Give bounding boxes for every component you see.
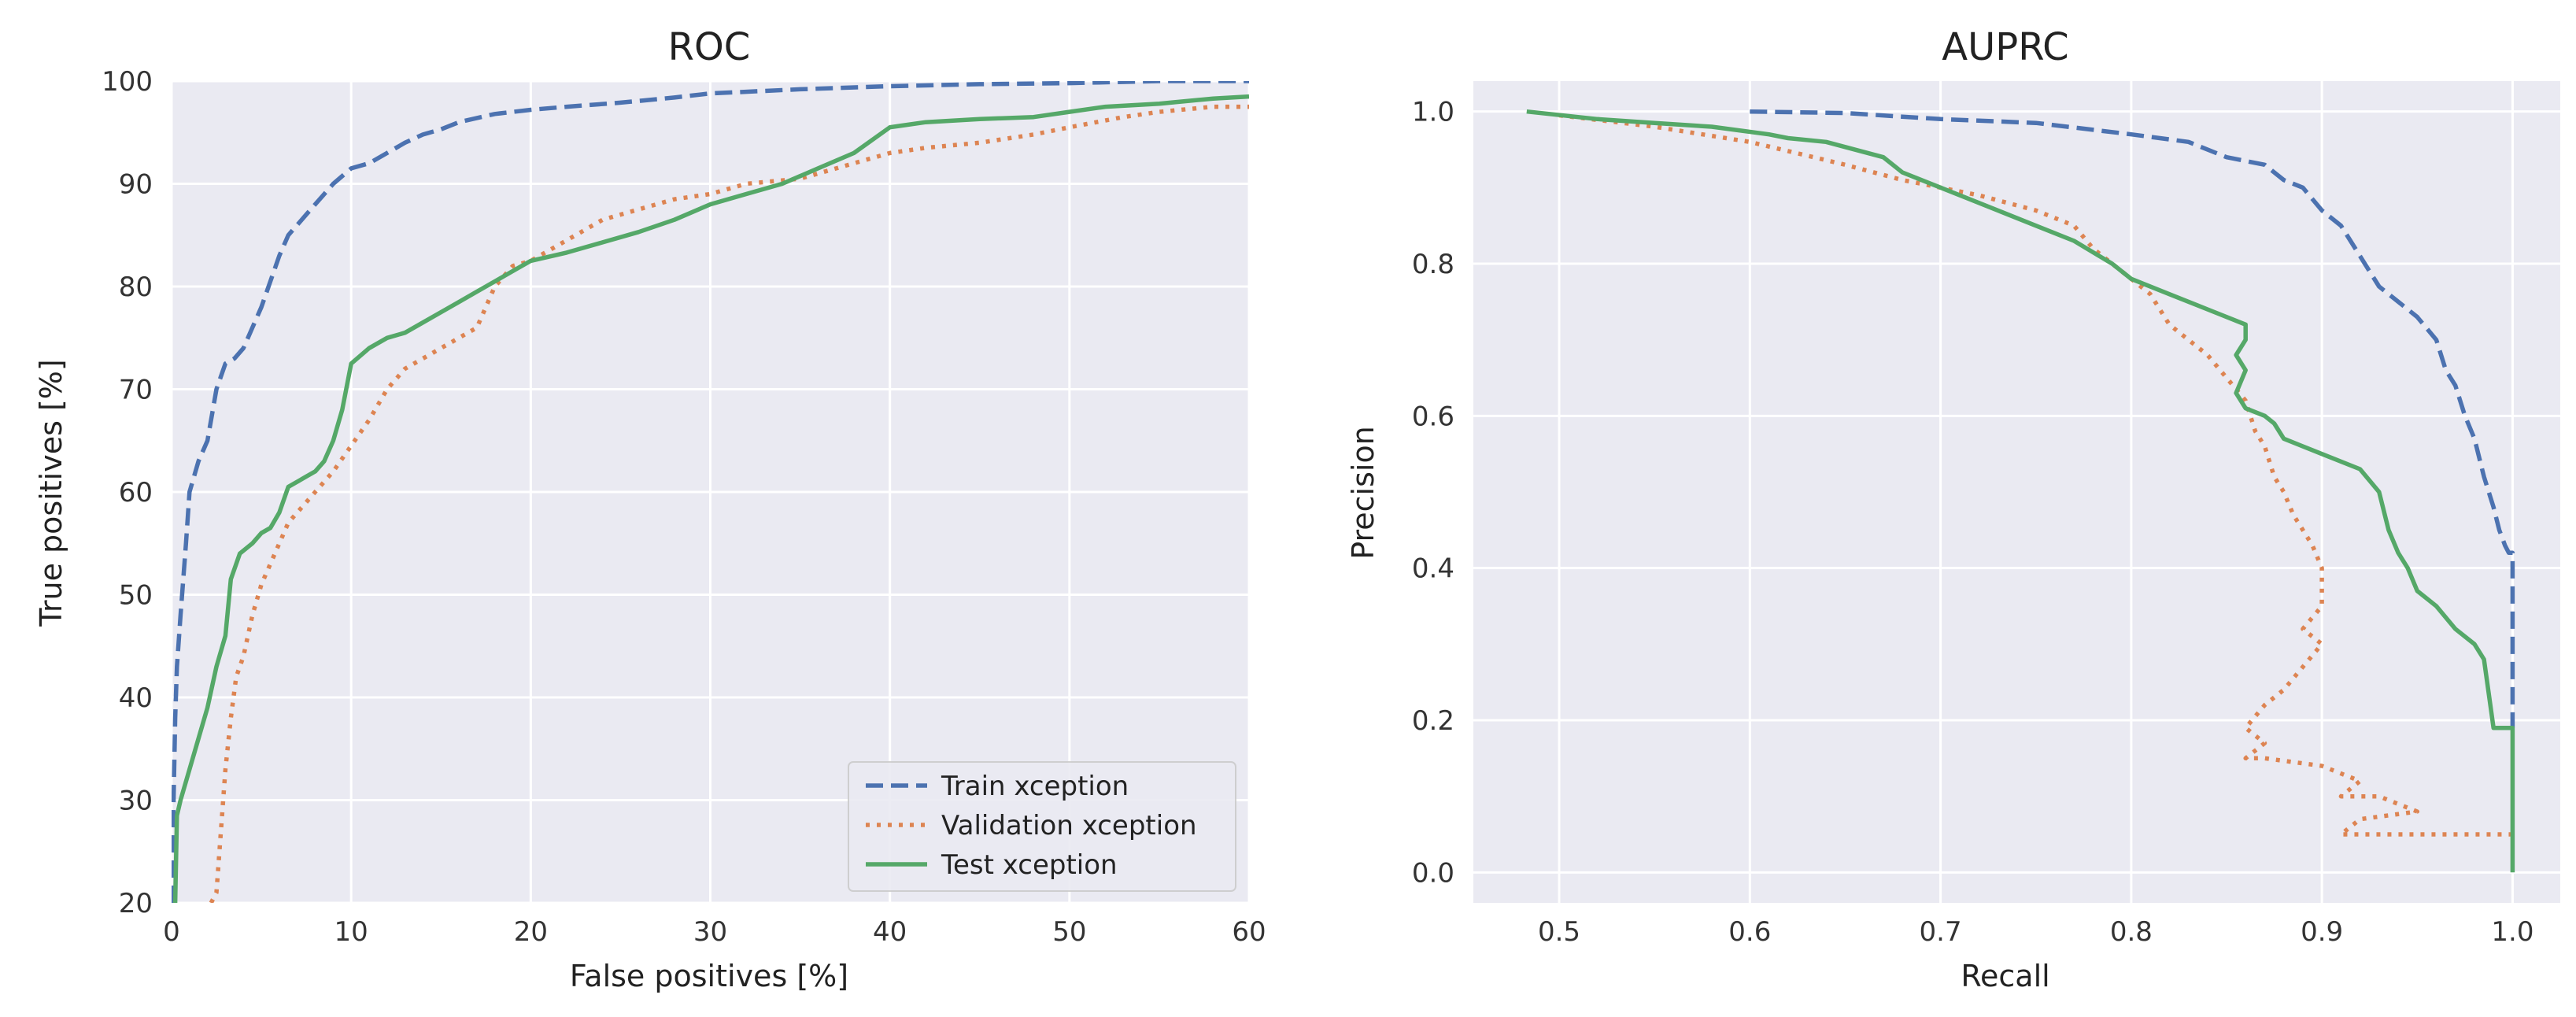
auprc-y-tick-label: 0.6 [1412, 401, 1454, 432]
roc-x-tick-label: 50 [1052, 916, 1086, 948]
roc-x-tick-label: 20 [514, 916, 548, 948]
auprc-plot-area [1473, 81, 2560, 903]
roc-title: ROC [668, 25, 751, 69]
auprc-x-axis-label: Recall [1961, 959, 2049, 993]
roc-series-validation [209, 104, 1249, 903]
legend-label-test: Test xception [941, 849, 1118, 881]
roc-y-tick-label: 70 [119, 375, 153, 406]
auprc-series-test [1526, 109, 2515, 873]
auprc-chart: AUPRC Recall Precision 0.5 0.6 0.7 0.8 0.9 1.… [1346, 25, 2560, 993]
auprc-x-tick-label: 0.5 [1538, 916, 1580, 948]
roc-chart: ROC False positives [%] True positives [… [34, 25, 1266, 993]
auprc-x-tick-label: 0.8 [2110, 916, 2153, 948]
roc-y-tick-label: 40 [119, 682, 153, 714]
auprc-series-train [1750, 109, 2515, 728]
roc-legend: Train xception Validation xception Test xc… [848, 761, 1236, 892]
auprc-x-tick-label: 0.9 [2301, 916, 2343, 948]
auprc-y-tick-label: 1.0 [1412, 97, 1454, 128]
roc-y-tick-label: 100 [102, 66, 153, 98]
roc-y-tick-label: 90 [119, 169, 153, 201]
roc-x-tick-label: 30 [693, 916, 727, 948]
auprc-y-tick-label: 0.4 [1412, 553, 1454, 585]
roc-y-tick-label: 80 [119, 272, 153, 303]
auprc-x-tick-label: 1.0 [2491, 916, 2533, 948]
auprc-y-tick-label: 0.0 [1412, 857, 1454, 889]
roc-y-tick-label: 60 [119, 477, 153, 508]
roc-x-tick-label: 10 [334, 916, 368, 948]
roc-series-train [172, 81, 1249, 903]
roc-y-tick-label: 30 [119, 786, 153, 817]
roc-x-axis-label: False positives [%] [570, 959, 848, 993]
roc-series-test [172, 94, 1249, 903]
roc-y-axis-label: True positives [%] [34, 359, 68, 627]
auprc-title: AUPRC [1942, 25, 2068, 69]
legend-label-train: Train xception [941, 771, 1129, 802]
auprc-x-tick-label: 0.6 [1728, 916, 1771, 948]
roc-y-tick-label: 20 [119, 888, 153, 919]
auprc-series-validation [1558, 113, 2513, 837]
roc-x-tick-label: 60 [1232, 916, 1266, 948]
legend-box [848, 761, 1236, 892]
legend-label-validation: Validation xception [941, 810, 1197, 841]
auprc-y-tick-label: 0.8 [1412, 249, 1454, 280]
roc-x-tick-label: 40 [873, 916, 907, 948]
auprc-y-axis-label: Precision [1346, 426, 1380, 560]
roc-y-tick-label: 50 [119, 580, 153, 612]
auprc-x-tick-label: 0.7 [1920, 916, 1962, 948]
auprc-y-tick-label: 0.2 [1412, 705, 1454, 737]
roc-x-tick-label: 0 [163, 916, 180, 948]
